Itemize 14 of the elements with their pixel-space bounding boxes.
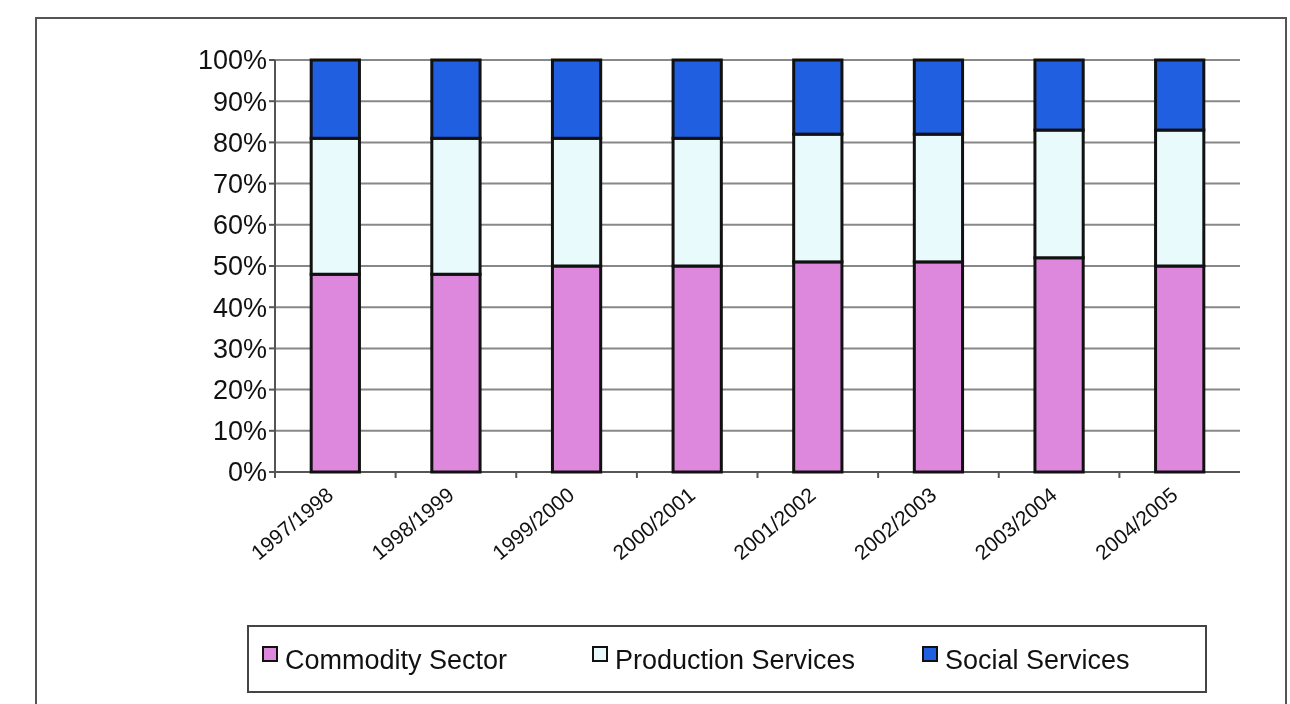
y-tick-label: 0%: [227, 457, 267, 488]
y-tick-label: 70%: [212, 169, 267, 200]
legend-label: Production Services: [615, 645, 856, 676]
y-tick-label: 100%: [197, 45, 267, 76]
legend-label: Social Services: [945, 645, 1130, 676]
y-tick-label: 80%: [212, 127, 267, 158]
y-tick-label: 30%: [212, 333, 267, 364]
y-tick-label: 20%: [212, 375, 267, 406]
y-tick-label: 10%: [212, 416, 267, 447]
y-tick-label: 50%: [212, 251, 267, 282]
y-tick-label: 60%: [212, 210, 267, 241]
legend-label: Commodity Sector: [285, 645, 508, 676]
y-tick-label: 90%: [212, 86, 267, 117]
y-tick-label: 40%: [212, 292, 267, 323]
